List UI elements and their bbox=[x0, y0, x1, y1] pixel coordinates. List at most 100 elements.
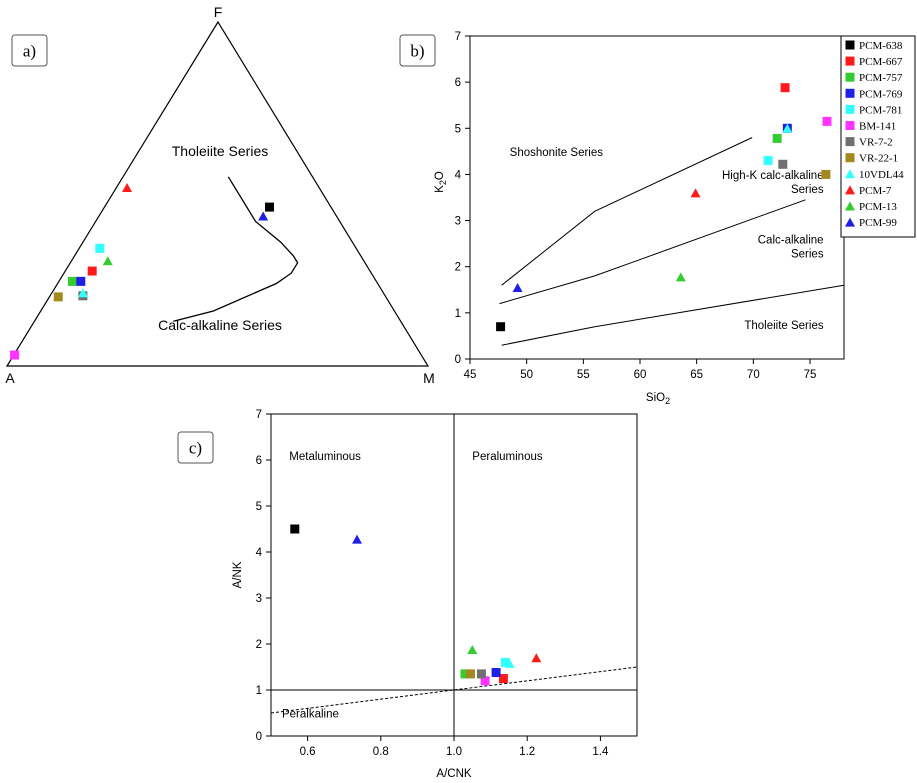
legend-label-pcm-757: PCM-757 bbox=[859, 72, 903, 84]
legend-marker-pcm-769 bbox=[845, 88, 855, 98]
legend-label-pcm-667: PCM-667 bbox=[859, 56, 903, 68]
k2o-point-pcm-7 bbox=[690, 188, 701, 198]
k2o-region-label-3: Calc-alkaline Series bbox=[758, 235, 824, 261]
afm-point-pcm-667 bbox=[87, 266, 97, 276]
ternary-triangle bbox=[5, 20, 430, 367]
x-tick-label-c: 1.0 bbox=[446, 746, 462, 758]
x-tick-label-b: 45 bbox=[464, 369, 477, 381]
panel-a-label-box bbox=[11, 34, 48, 67]
vertex-label-m: M bbox=[423, 370, 435, 386]
x-tick-label-c: 0.8 bbox=[373, 746, 389, 758]
y-tick-label-c: 7 bbox=[256, 409, 262, 421]
y-tick-label-b: 3 bbox=[455, 216, 461, 228]
shand-point-pcm-638 bbox=[290, 524, 300, 534]
k2o-region-label-2: High-K calc-alkaline Series bbox=[722, 170, 824, 196]
shand-point-pcm-667 bbox=[498, 674, 508, 683]
x-tick-label-b: 50 bbox=[520, 369, 533, 381]
x-axis-title-b-main: SiO bbox=[646, 392, 665, 404]
k2o-point-10vdl44 bbox=[782, 123, 793, 133]
y-axis-title-b: K2O bbox=[434, 171, 448, 193]
x-axis-ticks-c: 0.6 0.8 1.0 1.2 1.4 bbox=[300, 736, 609, 758]
y-tick-label-c: 2 bbox=[256, 639, 262, 651]
k2o-region-label-line: Shoshonite Series bbox=[510, 147, 604, 159]
x-tick-label-b: 60 bbox=[634, 369, 647, 381]
k2o-region-label-line: High-K calc-alkaline bbox=[722, 170, 824, 182]
k2o-point-vr-7-2 bbox=[778, 159, 788, 169]
x-tick-label-b: 70 bbox=[747, 369, 760, 381]
legend-label-pcm-781: PCM-781 bbox=[859, 104, 902, 116]
y-tick-label-b: 0 bbox=[455, 354, 461, 366]
y-tick-label-b: 6 bbox=[455, 77, 461, 89]
x-tick-label-c: 1.2 bbox=[519, 746, 535, 758]
afm-point-bm-141 bbox=[10, 350, 20, 360]
k2o-region-label-line: Series bbox=[791, 249, 824, 261]
y-tick-label-c: 1 bbox=[256, 685, 262, 697]
k2o-point-pcm-13 bbox=[675, 272, 686, 282]
k2o-point-pcm-667 bbox=[780, 83, 790, 93]
legend-marker-vr-22-1 bbox=[845, 153, 855, 163]
shand-point-bm-141 bbox=[480, 676, 490, 686]
legend-marker-pcm-638 bbox=[845, 40, 855, 50]
shand-index-panel: c) Metaluminous Peraluminous Peralkaline 0… bbox=[177, 409, 638, 780]
legend-marker-pcm-99 bbox=[845, 217, 855, 227]
shand-point-vr-7-2 bbox=[476, 669, 486, 679]
x-tick-label-c: 0.6 bbox=[300, 746, 316, 758]
afm-ternary-panel: a) F A M Tholeiite Series Calc-alkaline … bbox=[5, 4, 435, 386]
alumina-region-label-metaluminous: Metaluminous bbox=[289, 451, 361, 463]
alumina-region-labels: Metaluminous Peraluminous Peralkaline bbox=[282, 451, 543, 721]
legend: PCM-638 PCM-667 PCM-757 PCM-769 PCM-781 BM-14… bbox=[840, 35, 916, 238]
legend-label-pcm-13: PCM-13 bbox=[859, 201, 897, 213]
legend-marker-vr-7-2 bbox=[845, 137, 855, 147]
y-tick-label-c: 6 bbox=[256, 455, 262, 467]
legend-marker-bm-141 bbox=[845, 121, 855, 130]
alumina-region-label-peralkaline: Peralkaline bbox=[282, 709, 339, 721]
y-tick-label-b: 4 bbox=[455, 169, 462, 181]
panel-a-label: a) bbox=[23, 42, 36, 61]
afm-point-pcm-638 bbox=[265, 202, 275, 212]
alumina-region-label-peraluminous: Peraluminous bbox=[472, 451, 543, 463]
afm-point-10vdl44 bbox=[78, 288, 89, 298]
shand-point-10vdl44 bbox=[504, 658, 515, 668]
x-axis-title-c: A/CNK bbox=[436, 768, 471, 780]
k2o-boundaries bbox=[499, 137, 845, 346]
legend-label-bm-141: BM-141 bbox=[859, 121, 896, 133]
y-tick-label-c: 0 bbox=[256, 731, 262, 743]
y-axis-title-b-sub: 2 bbox=[438, 180, 448, 185]
k2o-region-labels: Shoshonite Series High-K calc-alkaline Ser… bbox=[510, 147, 824, 332]
afm-point-pcm-13 bbox=[102, 256, 113, 266]
vertex-label-f: F bbox=[214, 4, 223, 20]
legend-marker-pcm-781 bbox=[845, 104, 855, 114]
afm-points bbox=[10, 182, 275, 360]
y-tick-label-c: 5 bbox=[256, 501, 262, 513]
afm-point-vr-22-1 bbox=[53, 292, 63, 302]
x-axis-title-b-sub: 2 bbox=[665, 396, 670, 406]
reference-lines bbox=[270, 414, 638, 736]
k2o-point-pcm-638 bbox=[496, 322, 506, 332]
k2o-point-pcm-781 bbox=[763, 156, 773, 166]
panel-b-label: b) bbox=[410, 42, 424, 61]
shand-point-pcm-781 bbox=[500, 657, 510, 667]
x-tick-label-c: 1.4 bbox=[592, 746, 609, 758]
afm-point-pcm-757 bbox=[67, 276, 77, 286]
k2o-point-bm-141 bbox=[822, 116, 832, 126]
dashed-reference-line bbox=[270, 666, 638, 714]
shand-point-vr-22-1 bbox=[465, 669, 475, 679]
shand-point-pcm-7 bbox=[531, 653, 542, 663]
afm-point-pcm-99 bbox=[258, 211, 269, 221]
x-tick-label-b: 55 bbox=[577, 369, 590, 381]
legend-marker-pcm-7 bbox=[845, 185, 855, 195]
k2o-point-pcm-99 bbox=[512, 282, 523, 292]
k2o-region-label-line: Tholeiite Series bbox=[744, 320, 824, 332]
k2o-boundary-line-1 bbox=[501, 137, 753, 286]
y-axis-ticks-b: 0 1 2 3 4 5 6 7 bbox=[455, 31, 470, 366]
k2o-sio2-panel: b) Shoshonite Series High-K calc-alkaline… bbox=[399, 31, 916, 406]
shand-points bbox=[290, 524, 542, 686]
y-tick-label-b: 1 bbox=[455, 308, 461, 320]
k2o-points bbox=[496, 83, 832, 332]
shand-point-pcm-99 bbox=[352, 534, 363, 544]
k2o-region-label-1: Shoshonite Series bbox=[510, 147, 604, 159]
calc-alkaline-series-label: Calc-alkaline Series bbox=[158, 317, 282, 333]
k2o-point-vr-22-1 bbox=[821, 169, 831, 179]
tholeiite-calc-alkaline-boundary bbox=[173, 176, 299, 322]
legend-label-vr-7-2: VR-7-2 bbox=[859, 137, 893, 149]
